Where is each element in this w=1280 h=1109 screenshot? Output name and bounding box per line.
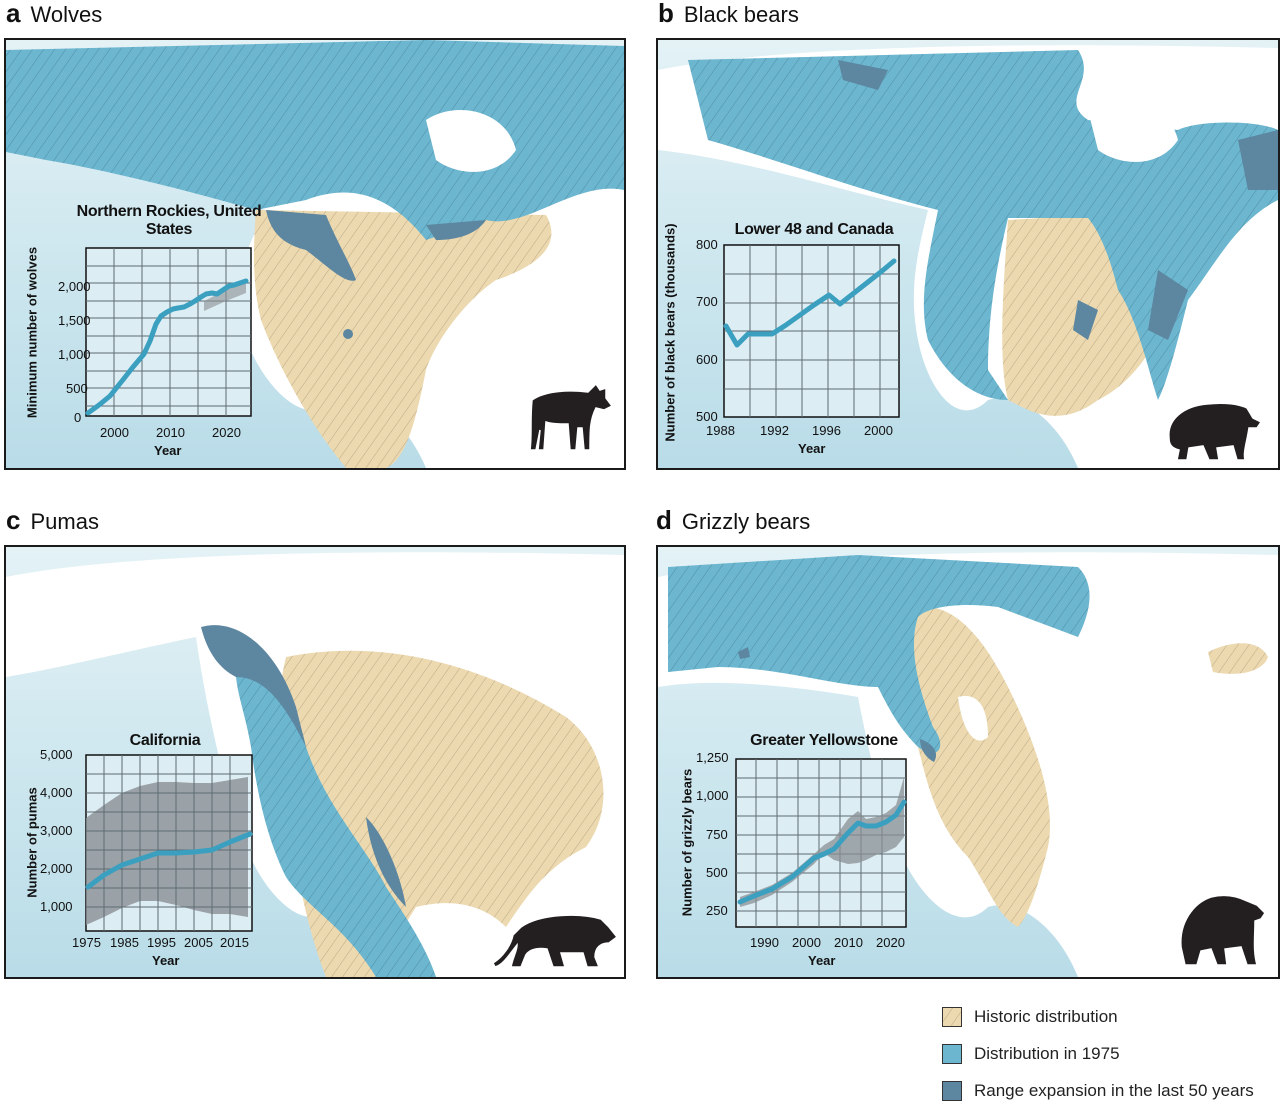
x-tick: 2010 [834,935,863,950]
grizzly-bears-line-chart [735,758,907,928]
wolves-range-map [6,40,624,468]
y-tick: 2,000 [40,861,73,876]
x-tick: 2000 [864,423,893,438]
panel-b-title: b Black bears [658,0,799,29]
panel-name: Black bears [683,2,799,27]
y-tick: 500 [66,381,88,396]
inset-chart-wolves: Northern Rockies, United States 2,000 1,… [14,195,264,465]
puma-silhouette-icon [492,914,619,968]
expansion-swatch-icon [942,1080,962,1101]
y-tick: 5,000 [40,747,73,762]
inset-chart-grizzly-bears: Greater Yellowstone 1,250 1,000 750 500 … [662,727,914,977]
x-axis-label: Year [154,443,182,458]
panel-a-map: Northern Rockies, United States 2,000 1,… [4,38,626,470]
panel-b-map: Lower 48 and Canada 800 700 600 500 1988… [656,38,1280,470]
historic-swatch-icon [942,1006,962,1027]
panel-name: Wolves [30,2,103,27]
y-tick: 1,000 [58,347,91,362]
inset-title: Northern Rockies, United States [76,203,262,238]
y-axis-label: Minimum number of wolves [24,246,40,419]
x-tick: 1990 [750,935,779,950]
x-tick: 2015 [220,935,249,950]
x-axis-label: Year [152,953,180,968]
dist1975-swatch-icon [942,1043,962,1064]
y-tick: 600 [696,352,718,367]
x-tick: 2020 [212,425,241,440]
black-bear-silhouette-icon [1168,402,1263,461]
black-bears-line-chart [723,244,900,418]
y-tick: 3,000 [40,823,73,838]
y-tick: 750 [706,827,728,842]
inset-title: Lower 48 and Canada [734,221,894,238]
y-axis-label: Number of black bears (thousands) [662,223,678,442]
legend-item-historic: Historic distribution [942,998,1254,1035]
map-legend: Historic distribution Distribution in 19… [942,998,1254,1109]
y-tick: 1,500 [58,313,91,328]
inset-chart-black-bears: Lower 48 and Canada 800 700 600 500 1988… [662,215,912,468]
x-tick: 2020 [876,935,905,950]
panel-letter: d [656,505,672,535]
panel-name: Grizzly bears [681,509,811,534]
panel-d-map: Greater Yellowstone 1,250 1,000 750 500 … [656,545,1280,979]
x-tick: 2010 [156,425,185,440]
legend-item-1975: Distribution in 1975 [942,1035,1254,1072]
panel-c-title: c Pumas [6,505,99,536]
pumas-line-chart [85,754,253,932]
y-tick: 500 [696,409,718,424]
y-tick: 2,000 [58,279,91,294]
legend-label: Distribution in 1975 [974,1043,1120,1063]
grizzly-bear-silhouette-icon [1180,894,1266,966]
x-tick: 2000 [100,425,129,440]
wolf-silhouette-icon [529,382,614,451]
panel-letter: b [658,0,674,28]
x-tick: 1985 [110,935,139,950]
y-tick: 700 [696,294,718,309]
y-tick: 1,250 [696,750,729,765]
panel-c-map: California 5,000 4,000 3,000 2,000 1,000… [4,545,626,979]
legend-label: Historic distribution [974,1006,1118,1026]
pumas-range-map [6,547,624,977]
x-tick: 1992 [760,423,789,438]
x-tick: 1995 [147,935,176,950]
y-tick: 500 [706,865,728,880]
x-tick: 1996 [812,423,841,438]
panel-d-title: d Grizzly bears [656,505,810,536]
inset-title: California [129,732,201,749]
y-axis-label: Number of grizzly bears [679,768,695,917]
y-tick: 250 [706,903,728,918]
wolves-line-chart [85,247,252,417]
y-tick: 1,000 [696,788,729,803]
y-tick: 800 [696,237,718,252]
y-tick: 1,000 [40,899,73,914]
inset-title: Greater Yellowstone [750,732,898,749]
x-axis-label: Year [808,953,836,968]
panel-letter: a [6,0,21,28]
panel-letter: c [6,505,21,535]
y-axis-label: Number of pumas [24,787,40,898]
black-bears-range-map [658,40,1278,468]
panel-a-title: a Wolves [6,0,102,29]
x-axis-label: Year [798,441,826,456]
x-tick: 1975 [72,935,101,950]
y-tick: 0 [74,410,82,425]
inset-chart-pumas: California 5,000 4,000 3,000 2,000 1,000… [12,727,262,977]
y-tick: 4,000 [40,785,73,800]
legend-label: Range expansion in the last 50 years [974,1080,1254,1100]
panel-name: Pumas [30,509,99,534]
x-tick: 1988 [706,423,735,438]
legend-item-expansion: Range expansion in the last 50 years [942,1072,1254,1109]
x-tick: 2005 [184,935,213,950]
x-tick: 2000 [792,935,821,950]
